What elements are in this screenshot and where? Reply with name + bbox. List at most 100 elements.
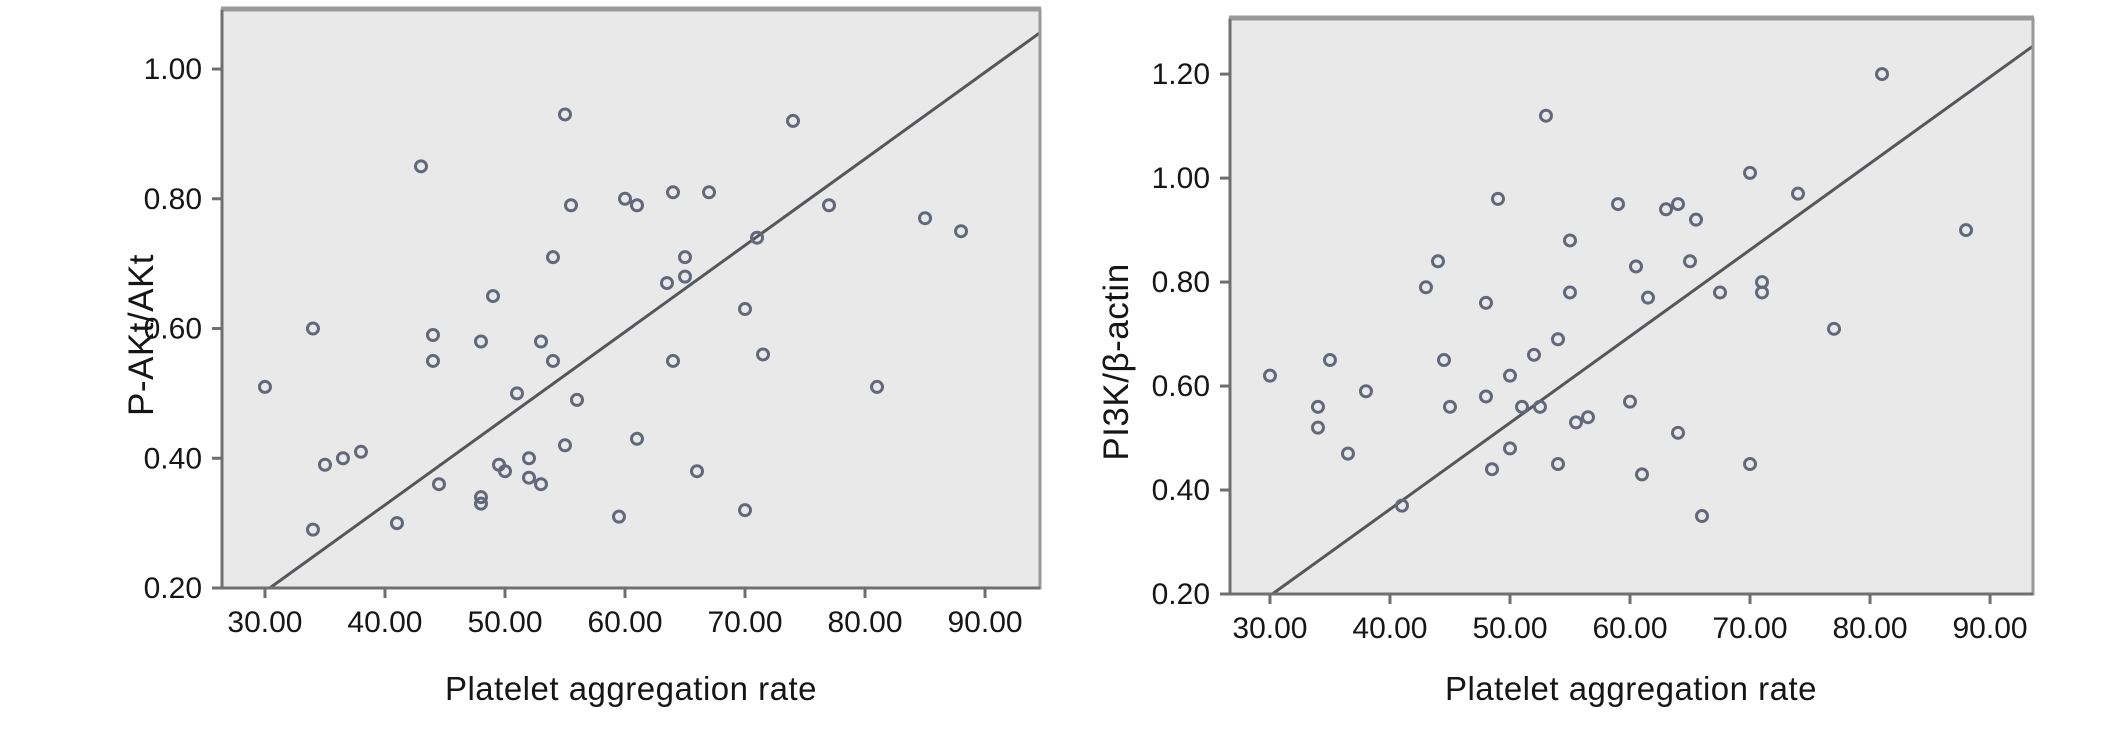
data-point <box>1743 457 1758 472</box>
x-tick-label: 80.00 <box>827 606 902 639</box>
x-tick-label: 40.00 <box>347 606 422 639</box>
y-tick-label: 0.20 <box>1152 578 1210 611</box>
data-point <box>738 503 753 518</box>
data-point <box>1641 290 1656 305</box>
data-point <box>1394 498 1409 513</box>
data-point <box>630 431 645 446</box>
data-point <box>690 464 705 479</box>
data-point <box>611 509 626 524</box>
data-point <box>335 451 350 466</box>
x-tick-label: 30.00 <box>227 606 302 639</box>
data-point <box>1659 202 1674 217</box>
data-point <box>1310 399 1325 414</box>
data-point <box>1358 384 1373 399</box>
x-tick-label: 60.00 <box>587 606 662 639</box>
data-point <box>1791 186 1806 201</box>
y-axis-title-left: P-AKt/AKt <box>122 253 161 417</box>
data-point <box>1502 368 1517 383</box>
y-tick-label: 0.60 <box>1152 370 1210 403</box>
data-point <box>1610 197 1625 212</box>
scatter-plot-pi3k: 30.00 40.00 50.00 60.00 70.00 80.00 90.00 0.20 0… <box>1152 15 2035 645</box>
data-point <box>1635 467 1650 482</box>
data-point <box>1478 389 1493 404</box>
y-axis-title-right: PI3K/β-actin <box>1097 263 1136 461</box>
data-point <box>521 451 536 466</box>
data-point <box>1755 285 1770 300</box>
data-point <box>666 353 681 368</box>
data-point <box>545 250 560 265</box>
data-point <box>533 334 548 349</box>
data-point <box>563 198 578 213</box>
data-point <box>353 444 368 459</box>
x-tick-label: 70.00 <box>707 606 782 639</box>
data-point <box>425 353 440 368</box>
data-point <box>678 250 693 265</box>
x-tick-label: 70.00 <box>1712 612 1787 645</box>
data-point <box>557 107 572 122</box>
data-point <box>1689 212 1704 227</box>
data-point <box>569 392 584 407</box>
y-tick-label: 1.20 <box>1152 58 1210 91</box>
data-point <box>1695 509 1710 524</box>
data-point <box>557 438 572 453</box>
data-point <box>1526 347 1541 362</box>
y-tick-label: 0.60 <box>144 313 202 346</box>
data-point <box>1743 165 1758 180</box>
data-point <box>509 386 524 401</box>
data-point <box>497 464 512 479</box>
x-tick-label: 90.00 <box>1952 612 2027 645</box>
fit-line <box>268 31 1041 590</box>
y-tick-label: 0.40 <box>1152 474 1210 507</box>
data-point <box>1310 420 1325 435</box>
y-tick-label: 1.00 <box>1152 162 1210 195</box>
fit-line <box>1271 44 2034 596</box>
x-tick-label: 90.00 <box>947 606 1022 639</box>
data-point <box>389 516 404 531</box>
data-point <box>1683 254 1698 269</box>
x-tick-label: 50.00 <box>1472 612 1547 645</box>
data-point <box>257 379 272 394</box>
x-tick-label: 50.00 <box>467 606 542 639</box>
data-point <box>1538 108 1553 123</box>
data-point <box>617 191 632 206</box>
data-point <box>630 198 645 213</box>
data-point <box>750 230 765 245</box>
data-point <box>1562 233 1577 248</box>
data-point <box>545 353 560 368</box>
y-tick-label: 0.40 <box>144 442 202 475</box>
data-point <box>473 334 488 349</box>
data-point <box>473 490 488 505</box>
data-point <box>666 185 681 200</box>
data-point <box>1514 399 1529 414</box>
data-point <box>822 198 837 213</box>
scatter-plot-p-akt: 30.00 40.00 50.00 60.00 70.00 80.00 90.00 0.20 0… <box>144 6 1042 639</box>
data-point <box>1442 399 1457 414</box>
x-tick-label: 30.00 <box>1232 612 1307 645</box>
data-point <box>1875 67 1890 82</box>
data-point <box>1562 285 1577 300</box>
x-axis-title-left: Platelet aggregation rate <box>444 670 818 707</box>
y-tick-label: 0.80 <box>1152 266 1210 299</box>
data-point <box>1568 415 1583 430</box>
data-point <box>1622 394 1637 409</box>
data-point <box>485 289 500 304</box>
data-point <box>1550 457 1565 472</box>
data-point <box>413 159 428 174</box>
x-tick-label: 60.00 <box>1592 612 1667 645</box>
y-tick-label: 1.00 <box>144 53 202 86</box>
data-point <box>1430 254 1445 269</box>
data-point <box>1478 295 1493 310</box>
data-point <box>425 328 440 343</box>
data-point <box>1418 280 1433 295</box>
data-point <box>473 496 488 511</box>
data-point <box>1502 441 1517 456</box>
data-point <box>1671 197 1686 212</box>
data-point <box>1484 462 1499 477</box>
data-point <box>1629 259 1644 274</box>
data-point <box>702 185 717 200</box>
data-point <box>660 276 675 291</box>
data-point <box>786 113 801 128</box>
plot-bg <box>1230 19 2033 594</box>
